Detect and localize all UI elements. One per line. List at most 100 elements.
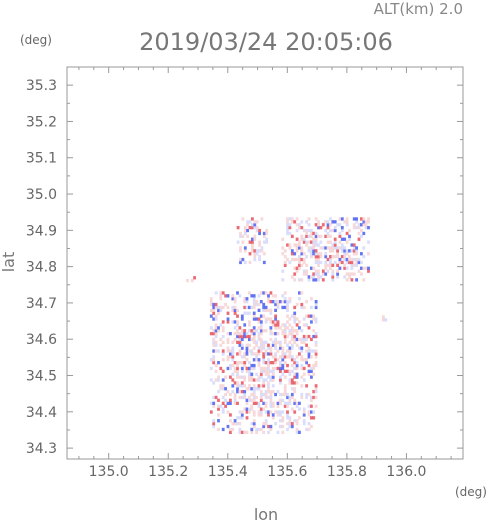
echo-cell	[229, 427, 232, 432]
echo-cell	[271, 384, 275, 388]
echo-cell	[265, 237, 269, 241]
echo-cell	[286, 410, 289, 414]
echo-cell	[305, 384, 308, 388]
echo-cell	[333, 240, 337, 244]
echo-cell	[264, 410, 268, 414]
echo-cell	[253, 220, 257, 224]
echo-cell	[290, 381, 294, 385]
echo-cell	[240, 334, 244, 339]
echo-cell	[214, 395, 218, 400]
echo-cell	[271, 375, 275, 379]
echo-cell	[298, 291, 301, 295]
echo-cell	[295, 246, 299, 250]
echo-cell	[212, 311, 216, 315]
echo-cell	[307, 240, 311, 244]
echo-cell	[362, 278, 366, 282]
echo-cell	[283, 392, 287, 397]
echo-cell	[262, 305, 266, 310]
echo-cell	[312, 390, 316, 394]
echo-cell	[276, 302, 280, 307]
echo-cell	[241, 217, 245, 221]
echo-cell	[255, 387, 258, 391]
echo-cell	[265, 228, 269, 233]
echo-cell	[274, 366, 277, 371]
echo-cell	[224, 398, 227, 402]
echo-cell	[269, 390, 273, 394]
echo-cell	[314, 278, 318, 282]
echo-cell	[267, 381, 270, 385]
echo-cell	[295, 266, 299, 270]
echo-cell	[257, 346, 261, 350]
echo-cell	[317, 234, 320, 238]
echo-cell	[245, 349, 249, 353]
echo-cell	[281, 300, 285, 304]
echo-cell	[307, 372, 311, 376]
echo-cell	[269, 349, 273, 353]
y-tick-label: 35.2	[26, 114, 57, 130]
echo-cell	[269, 300, 273, 304]
echo-cell	[314, 249, 318, 253]
echo-cell	[305, 323, 308, 327]
echo-cell	[214, 305, 218, 310]
echo-cell	[259, 390, 263, 394]
echo-cell	[310, 305, 313, 310]
echo-cell	[300, 220, 304, 224]
echo-cell	[274, 352, 277, 356]
echo-cell	[300, 291, 304, 295]
echo-cell	[243, 375, 247, 379]
echo-cell	[312, 363, 316, 368]
echo-cell	[298, 352, 301, 356]
echo-cell	[279, 300, 282, 304]
echo-cell	[265, 240, 269, 244]
echo-cell	[255, 358, 258, 362]
echo-cell	[312, 416, 316, 420]
echo-cell	[317, 255, 320, 259]
echo-cell	[264, 392, 268, 397]
echo-cell	[255, 395, 258, 400]
echo-cell	[212, 419, 216, 423]
echo-cell	[243, 355, 247, 359]
echo-cell	[233, 361, 237, 365]
echo-cell	[221, 378, 225, 382]
y-tick-label: 34.5	[26, 369, 57, 385]
echo-cell	[245, 410, 249, 414]
echo-cell	[360, 234, 363, 238]
echo-cell	[302, 340, 306, 344]
echo-cell	[217, 305, 220, 310]
echo-cell	[269, 404, 273, 408]
echo-cell	[310, 369, 313, 373]
echo-cell	[217, 404, 220, 408]
echo-cell	[221, 401, 225, 405]
echo-cell	[290, 332, 294, 336]
echo-cell	[288, 369, 292, 373]
y-tick-label: 34.9	[26, 223, 57, 239]
echo-cell	[281, 278, 285, 282]
echo-cell	[248, 366, 251, 371]
echo-cell	[286, 404, 289, 408]
echo-cell	[295, 337, 299, 342]
echo-cell	[252, 332, 256, 336]
echo-cell	[300, 355, 304, 359]
echo-cell	[288, 378, 292, 382]
echo-cell	[217, 311, 220, 315]
echo-cell	[257, 317, 261, 321]
echo-cell	[286, 392, 289, 397]
echo-cell	[214, 317, 218, 321]
echo-cell	[286, 223, 289, 227]
echo-cell	[288, 398, 292, 402]
echo-cell	[276, 366, 280, 371]
echo-cell	[298, 223, 301, 227]
echo-cell	[324, 260, 328, 265]
echo-cell	[279, 361, 282, 365]
echo-cell	[360, 217, 363, 221]
echo-cell	[245, 311, 249, 315]
echo-cell	[288, 223, 292, 227]
echo-cell	[286, 401, 289, 405]
echo-cell	[281, 269, 285, 273]
echo-cell	[298, 297, 301, 301]
echo-cell	[298, 401, 301, 405]
echo-cell	[288, 217, 292, 221]
y-tick-label: 34.8	[26, 260, 57, 276]
echo-cell	[279, 413, 282, 417]
echo-cell	[333, 246, 337, 250]
